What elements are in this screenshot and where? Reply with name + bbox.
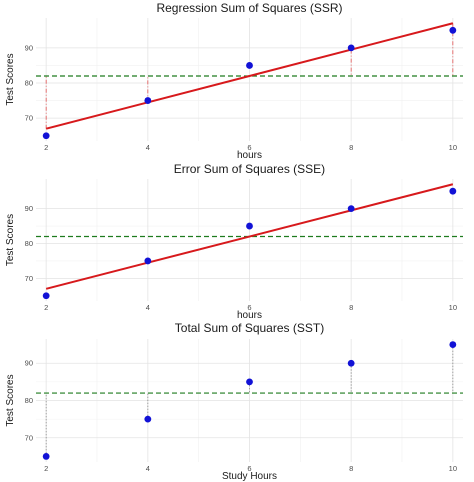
x-tick-label: 6 [247, 464, 251, 473]
chart-panel-3: Total Sum of Squares (SST) 2 4 6 8 10 70 80 90 St… [5, 321, 463, 482]
regression-line [45, 22, 454, 130]
y-tick-label: 80 [25, 239, 33, 248]
x-tick-label: 10 [449, 303, 457, 312]
x-tick-label: 10 [449, 464, 457, 473]
data-point [246, 62, 253, 69]
data-point [347, 205, 355, 213]
x-axis-label: Study Hours [222, 471, 277, 482]
data-point [42, 132, 50, 140]
regression-line [45, 183, 454, 290]
data-point [144, 97, 152, 104]
y-axis-label: Test Scores [5, 374, 16, 426]
y-tick-label: 90 [25, 43, 33, 52]
x-tick-label: 6 [247, 303, 251, 312]
y-axis-label: Test Scores [5, 53, 16, 105]
x-tick-label: 10 [449, 143, 457, 152]
chart-title: Regression Sum of Squares (SSR) [156, 1, 342, 15]
x-axis-label: hours [237, 310, 262, 321]
x-tick-label: 8 [349, 464, 353, 473]
data-point [42, 453, 50, 460]
y-tick-label: 80 [25, 396, 33, 405]
y-tick-label: 70 [25, 433, 33, 442]
chart-panel-2: Error Sum of Squares (SSE) 2 4 6 8 10 70 80 90 ho… [5, 162, 463, 321]
data-point [347, 44, 355, 52]
x-tick-label: 2 [44, 303, 48, 312]
data-point [246, 378, 253, 386]
chart-title: Total Sum of Squares (SST) [175, 321, 324, 335]
y-tick-label: 70 [25, 114, 33, 123]
x-tick-label: 2 [44, 143, 48, 152]
data-point [449, 187, 457, 195]
data-point [42, 292, 50, 300]
y-tick-label: 90 [25, 204, 33, 213]
x-tick-label: 8 [349, 303, 353, 312]
y-tick-label: 70 [25, 274, 33, 283]
data-point [144, 415, 152, 423]
x-tick-label: 4 [146, 303, 150, 312]
x-tick-label: 8 [349, 143, 353, 152]
data-point [449, 26, 457, 34]
data-point [144, 257, 152, 265]
x-tick-label: 2 [44, 464, 48, 473]
x-tick-label: 4 [146, 143, 150, 152]
x-tick-label: 4 [146, 464, 150, 473]
y-axis-label: Test Scores [5, 214, 16, 266]
data-point [246, 222, 253, 230]
data-point [449, 341, 457, 348]
data-point [347, 359, 355, 367]
y-tick-label: 90 [25, 359, 33, 368]
x-tick-label: 6 [247, 143, 251, 152]
y-tick-label: 80 [25, 79, 33, 88]
x-axis-label: hours [237, 150, 262, 161]
chart-title: Error Sum of Squares (SSE) [174, 162, 325, 176]
chart-panel-1: Regression Sum of Squares (SSR) 2 4 6 8 10 70 8… [5, 1, 463, 161]
